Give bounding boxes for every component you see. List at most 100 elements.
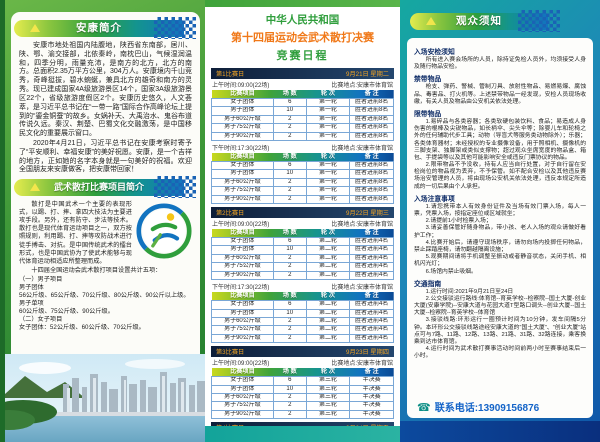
notice-paragraph: 1.易碎品与各类容器；各类软硬包装饮料、食品；易造成人身伤害的棍棒及尖锐物品，如… [414,118,586,161]
session-block: 下午时间:17:30(22场) 比赛地点:安康市体育馆 比赛项目 场 数 轮 次… [205,282,400,344]
notice-paragraph: 2.限带物品不予没收，持有人应当自行处置，对于自行留在安检岗位的物品视为丢弃，不… [414,162,586,190]
event-list-line: （二）女子项目 [19,316,63,324]
notice-paragraph: 1.请您携带本人有效身份证件及当场有效门票入场，每人一票，凭票入场，按指定座位或… [414,203,586,217]
mountain-icon [30,24,40,32]
phone-icon: ☎ [417,402,431,414]
col-event: 比赛项目 [230,153,255,161]
schedule-row: 男子60公斤级 2 第一轮 胜者进前8名 [211,114,394,125]
left-panel: 安康简介 安康市地处祖国内陆腹地，陕西省东南部，居川、陕、鄂、渝交接部，北依秦岭… [0,0,205,442]
schedule-header-row: 比赛项目 场 数 轮 次 备 注 [211,90,394,99]
schedule-row: 女子团体 6 第二轮 胜者进前4名 [211,300,394,310]
event-list-line: 女子团体：52公斤级、60公斤级、70公斤级。 [19,324,145,332]
schedule-table: 比赛项目 场 数 轮 次 备 注 女子团体 6 第一轮 胜者进前8名 男子团体 10 … [211,90,394,142]
left-card: 安康简介 安康市地处祖国内陆腹地，陕西省东南部，居川、陕、鄂、渝交接部，北依秦岭… [11,12,200,354]
schedule-row: 男子60公斤级 2 第三轮 半决赛 [211,392,394,403]
session-venue: 比赛地点:安康市体育馆 [331,361,393,368]
notice-paragraph: 6.场馆内禁止吸烟。 [425,268,477,275]
title-event: 第十四届运动会武术散打决赛 [231,32,374,44]
col-remark: 备 注 [364,153,379,161]
contact-phone: 13909156876 [478,403,540,414]
schedule-row: 女子团体 6 第二轮 胜者进前4名 [211,237,394,247]
schedule-table: 比赛项目 场 数 轮 次 备 注 女子团体 6 第二轮 胜者进前4名 男子团体 10 … [211,229,394,281]
notice-heading: 入场安检须知 [414,49,455,56]
session-block: 上午时间:09:00(22场) 比赛地点:安康市体育馆 比赛项目 场 数 轮 次… [205,358,400,420]
col-remark: 备 注 [364,90,379,97]
notice-card: 入场安检须知 所有进入赛会场所的人员，除持证免检人员外，均须接受人身及随行物品安… [407,38,593,418]
notice-paragraph: 枪支、弹药、警械、管制刀具、放射性物品、易燃易爆、腐蚀品、毒害品、打火机等。上述… [414,84,586,105]
day-date: 9月21日 星期二 [346,71,389,78]
section-title: 观众须知 [456,15,502,27]
session-time: 下午时间:17:30(22场) [212,285,270,292]
col-event: 比赛项目 [230,292,255,300]
col-round: 轮 次 [320,368,336,376]
schedule-row: 男子团体 10 第一轮 胜者进前8名 [211,169,394,179]
event-list-line: 男子团体 [19,283,44,291]
col-round: 轮 次 [320,292,336,300]
ankang-city-photo [5,354,205,442]
schedule-row: 男子60公斤级 2 第二轮 胜者进前4名 [211,253,394,264]
notice-paragraph: 所有进入赛会场所的人员，除持证免检人员外，均须接受人身及随行物品安检。 [414,57,586,71]
teal-bottom-bar [205,426,400,442]
event-list-line: 56公斤级、65公斤级、70公斤级、80公斤级、90公斤以上级。 [19,291,190,299]
day-bar: 第3比赛日 9月23日 星期四 [211,346,394,358]
schedule-row: 女子团体 6 第三轮 半决赛 [211,376,394,386]
session-block: 下午时间:17:30(22场) 比赛地点:安康市体育馆 比赛项目 场 数 轮 次… [205,143,400,205]
title-schedule: 竞赛日程 [276,50,329,62]
notice-heading: 限带物品 [414,110,442,118]
notice-heading: 交通指南 [414,280,442,288]
title-country: 中华人民共和国 [265,14,340,26]
col-remark: 备 注 [364,229,379,237]
session-time: 上午时间:09:00(22场) [212,222,270,229]
schedule-row: 男子60公斤级 2 第二轮 胜者进前4名 [211,316,394,327]
ankang-intro-text: 安康市地处祖国内陆腹地，陕西省东南部，居川、陕、鄂、渝交接部，北依秦岭，南枕巴山… [17,42,194,175]
session-time: 上午时间:09:00(22场) [212,83,270,89]
col-round: 轮 次 [320,153,336,161]
schedule-row: 男子90公斤级 2 第三轮 半决赛 [211,409,394,420]
col-round: 轮 次 [320,90,336,97]
session-time: 下午时间:17:30(22场) [212,146,270,153]
notice-heading: 入场注意事项 [414,195,455,203]
top-green-bar [205,0,400,7]
col-round: 轮 次 [320,229,336,237]
event-list-line: （一）男子项目 [19,275,63,283]
day-bar: 第1比赛日 9月21日 星期二 [211,68,394,79]
col-matches: 场 数 [282,292,297,300]
day-bar: 第2比赛日 9月22日 星期三 [211,207,394,219]
schedule-row: 男子75公斤级 2 第二轮 胜者进前4名 [211,262,394,272]
notice-paragraph: 3.请妥善保管好随身物品，带小孩、老人入场的观众请做好看护工作； [414,225,586,239]
sanda-intro-text: 散打是中国武术一个主要的表现形式，以踢、打、摔、拿四大技法为主要进攻手段。另外，… [17,201,194,332]
sanda-intro-banner: 武术散打比赛项目简介 [14,176,196,199]
session-block: 上午时间:09:00(22场) 比赛地点:安康市体育馆 比赛项目 场 数 轮 次… [205,219,400,281]
schedule-row: 男子团体 10 第二轮 胜者进前4名 [211,308,394,318]
schedule-panel: 中华人民共和国 第十四届运动会武术散打决赛 竞赛日程 第1比赛日 9月21日 星… [205,0,400,442]
schedule-row: 男子90公斤级 2 第一轮 胜者进前8名 [211,194,394,205]
paragraph: 安康市地处祖国内陆腹地，陕西省东南部，居川、陕、鄂、渝交接部，北依秦岭，南枕巴山… [19,42,192,138]
col-matches: 场 数 [282,90,297,97]
col-matches: 场 数 [282,229,297,237]
schedule-row: 男子75公斤级 2 第三轮 半决赛 [211,401,394,411]
schedule-row: 女子团体 6 第一轮 胜者进前8名 [211,161,394,171]
notice-paragraph: 5.观赛期间请将手机调整至振动或者静音状态，关闭手机、相机闪光灯； [414,254,586,268]
section-title: 安康简介 [76,22,122,34]
col-event: 比赛项目 [230,368,255,376]
session-venue: 比赛地点:安康市体育馆 [331,83,393,89]
schedule-row: 男子团体 10 第三轮 半决赛 [211,384,394,394]
notice-panel: 观众须知 入场安检须知 所有进入赛会场所的人员，除持证免检人员外，均须接受人身及… [400,0,600,442]
schedule-header-row: 比赛项目 场 数 轮 次 备 注 [211,153,394,162]
paragraph: 十四届全国运动会武术散打项目设置共计五项： [31,266,162,274]
schedule-row: 男子60公斤级 2 第一轮 胜者进前8名 [211,177,394,188]
notice-paragraph: 3.接驳线路:环形运行一圈预计时间为10分钟，发车间隔5分钟。本环形公交接驳线路… [414,317,586,345]
mountain-icon [426,17,436,25]
schedule-row: 男子团体 10 第一轮 胜者进前8名 [211,106,394,116]
schedule-table: 比赛项目 场 数 轮 次 备 注 女子团体 6 第二轮 胜者进前4名 男子团体 10 … [211,292,394,344]
session-time: 上午时间:09:00(22场) [212,361,270,368]
col-remark: 备 注 [364,368,379,376]
schedule-header-row: 比赛项目 场 数 轮 次 备 注 [211,229,394,238]
notice-paragraph: 4.比赛开始后，请遵守现场秩序，请勿向场内投掷任何物品，禁止踩踏座椅，请勿翻越隔… [414,239,586,253]
schedule-row: 男子90公斤级 2 第一轮 胜者进前8名 [211,131,394,142]
contact-label: 联系电话: [434,403,479,414]
session-venue: 比赛地点:安康市体育馆 [331,222,393,229]
session-venue: 比赛地点:安康市体育馆 [331,146,393,153]
audience-notice-banner: 观众须知 [410,10,560,32]
day-label: 第3比赛日 [216,349,245,357]
